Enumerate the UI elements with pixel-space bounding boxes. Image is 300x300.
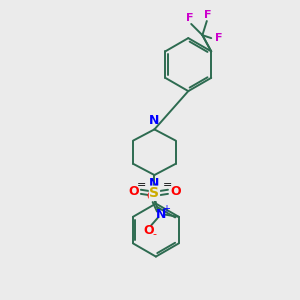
Text: N: N xyxy=(149,177,160,190)
Text: F: F xyxy=(204,10,211,20)
Text: N: N xyxy=(155,208,166,221)
Text: +: + xyxy=(162,204,170,214)
Text: S: S xyxy=(149,186,159,200)
Text: -: - xyxy=(152,229,156,238)
Text: O: O xyxy=(128,185,139,198)
Text: =: = xyxy=(136,180,146,190)
Text: O: O xyxy=(170,185,181,198)
Text: F: F xyxy=(186,13,194,22)
Text: N: N xyxy=(149,114,160,127)
Text: O: O xyxy=(146,190,157,203)
Text: O: O xyxy=(143,224,154,237)
Text: F: F xyxy=(215,33,223,43)
Text: =: = xyxy=(163,180,172,190)
